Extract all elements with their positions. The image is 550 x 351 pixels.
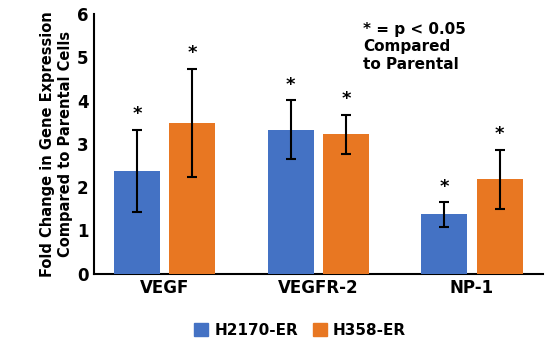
Bar	[114, 171, 160, 274]
Text: *: *	[495, 125, 504, 144]
Legend: H2170-ER, H358-ER: H2170-ER, H358-ER	[188, 317, 412, 344]
Bar	[268, 130, 313, 274]
Bar	[421, 214, 468, 274]
Text: *: *	[341, 90, 351, 108]
Bar	[476, 179, 522, 274]
Y-axis label: Fold Change in Gene Expression
Compared to Parental Cells: Fold Change in Gene Expression Compared …	[41, 11, 73, 277]
Text: *: *	[188, 45, 197, 62]
Text: * = p < 0.05
Compared
to Parental: * = p < 0.05 Compared to Parental	[363, 22, 466, 72]
Bar	[169, 123, 216, 274]
Text: *: *	[132, 105, 142, 123]
Text: *: *	[439, 178, 449, 196]
Bar	[323, 134, 369, 274]
Text: *: *	[286, 75, 295, 94]
